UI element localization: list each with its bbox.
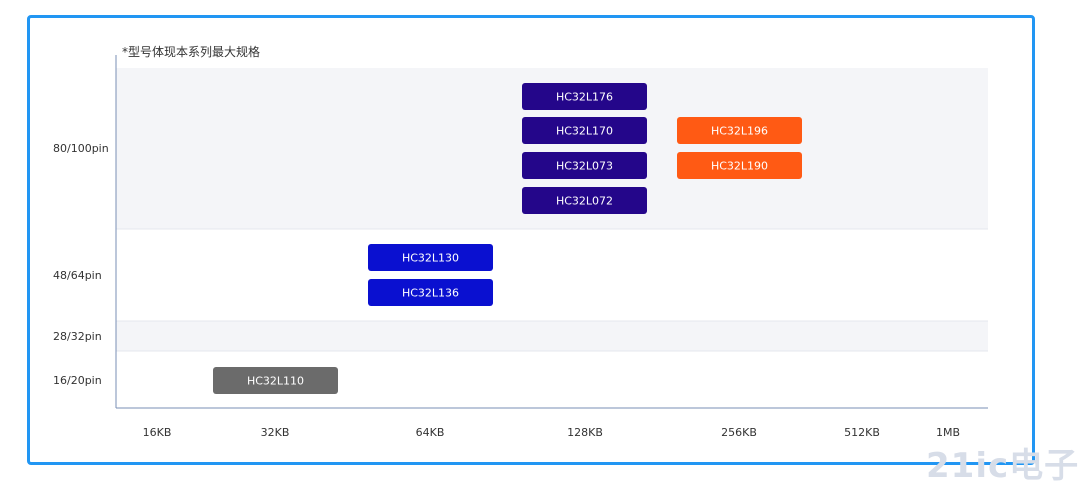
product-hc32l196-label: HC32L196: [711, 125, 768, 138]
x-tick-label: 128KB: [567, 426, 603, 439]
x-tick-label: 1MB: [936, 426, 960, 439]
chart-note: *型号体现本系列最大规格: [122, 45, 261, 59]
product-hc32l130-box[interactable]: [368, 244, 493, 271]
x-tick-label: 32KB: [261, 426, 290, 439]
y-tick-label: 48/64pin: [53, 269, 102, 282]
x-tick-label: 256KB: [721, 426, 757, 439]
y-tick-label: 28/32pin: [53, 330, 102, 343]
product-hc32l072-box[interactable]: [522, 187, 647, 214]
x-tick-label: 64KB: [416, 426, 445, 439]
x-tick-label: 16KB: [143, 426, 172, 439]
y-tick-label: 80/100pin: [53, 142, 109, 155]
product-hc32l170-label: HC32L170: [556, 125, 613, 138]
product-hc32l073-box[interactable]: [522, 152, 647, 179]
product-hc32l110-box[interactable]: [213, 367, 338, 394]
product-hc32l110-label: HC32L110: [247, 375, 304, 388]
product-hc32l176-label: HC32L176: [556, 91, 613, 104]
product-hc32l130-label: HC32L130: [402, 252, 459, 265]
product-hc32l190-label: HC32L190: [711, 160, 768, 173]
product-hc32l136-label: HC32L136: [402, 287, 459, 300]
product-hc32l073-label: HC32L073: [556, 160, 613, 173]
watermark: 21ic电子网: [926, 446, 1080, 486]
product-hc32l176-box[interactable]: [522, 83, 647, 110]
product-hc32l196-box[interactable]: [677, 117, 802, 144]
product-hc32l072-label: HC32L072: [556, 195, 613, 208]
y-tick-label: 16/20pin: [53, 374, 102, 387]
product-hc32l190-box[interactable]: [677, 152, 802, 179]
pin-band-48-64pin: [116, 229, 988, 321]
product-hc32l170-box[interactable]: [522, 117, 647, 144]
product-hc32l136-box[interactable]: [368, 279, 493, 306]
pin-band-28-32pin: [116, 321, 988, 351]
x-tick-label: 512KB: [844, 426, 880, 439]
